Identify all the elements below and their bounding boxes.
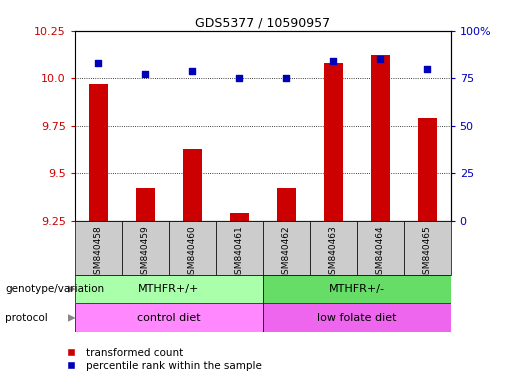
Point (141, 71, 149, 78)
Text: MTHFR+/+: MTHFR+/+ (138, 284, 199, 294)
Polygon shape (68, 285, 76, 293)
Text: genotype/variation: genotype/variation (5, 284, 104, 294)
Text: GSM840465: GSM840465 (423, 225, 432, 280)
Bar (136, 189, 154, 221)
Bar (263, 221, 310, 275)
Bar (404, 221, 451, 275)
Text: GSM840458: GSM840458 (94, 225, 102, 280)
Text: GSM840464: GSM840464 (375, 225, 385, 280)
Polygon shape (68, 314, 76, 322)
Text: GSM840459: GSM840459 (141, 225, 150, 280)
Point (423, 66, 431, 72)
Text: GSM840461: GSM840461 (235, 225, 244, 280)
Bar (310, 221, 356, 275)
Text: GSM840460: GSM840460 (187, 225, 197, 280)
Text: low folate diet: low folate diet (317, 313, 397, 323)
Text: MTHFR+/-: MTHFR+/- (329, 284, 385, 294)
Text: GSM840463: GSM840463 (329, 225, 338, 280)
Point (282, 75, 290, 81)
Bar (75, 221, 122, 275)
Text: control diet: control diet (137, 313, 200, 323)
Bar (89, 84, 108, 221)
Point (329, 58, 337, 64)
Point (376, 56, 384, 62)
Text: GSM840462: GSM840462 (282, 225, 290, 280)
Bar (418, 118, 437, 221)
Bar (75, 303, 263, 332)
Bar (168, 221, 216, 275)
Bar (183, 149, 201, 221)
Bar (263, 303, 451, 332)
Point (188, 68, 196, 74)
Bar (371, 55, 389, 221)
Bar (216, 221, 263, 275)
Bar (75, 275, 263, 303)
Bar (263, 275, 451, 303)
Bar (324, 63, 342, 221)
Bar (356, 221, 404, 275)
Legend: transformed count, percentile rank within the sample: transformed count, percentile rank withi… (57, 344, 266, 375)
Point (235, 75, 243, 81)
Point (94, 60, 102, 66)
Bar (122, 221, 168, 275)
Bar (277, 189, 296, 221)
Title: GDS5377 / 10590957: GDS5377 / 10590957 (195, 17, 330, 30)
Text: protocol: protocol (5, 313, 48, 323)
Bar (230, 213, 249, 221)
